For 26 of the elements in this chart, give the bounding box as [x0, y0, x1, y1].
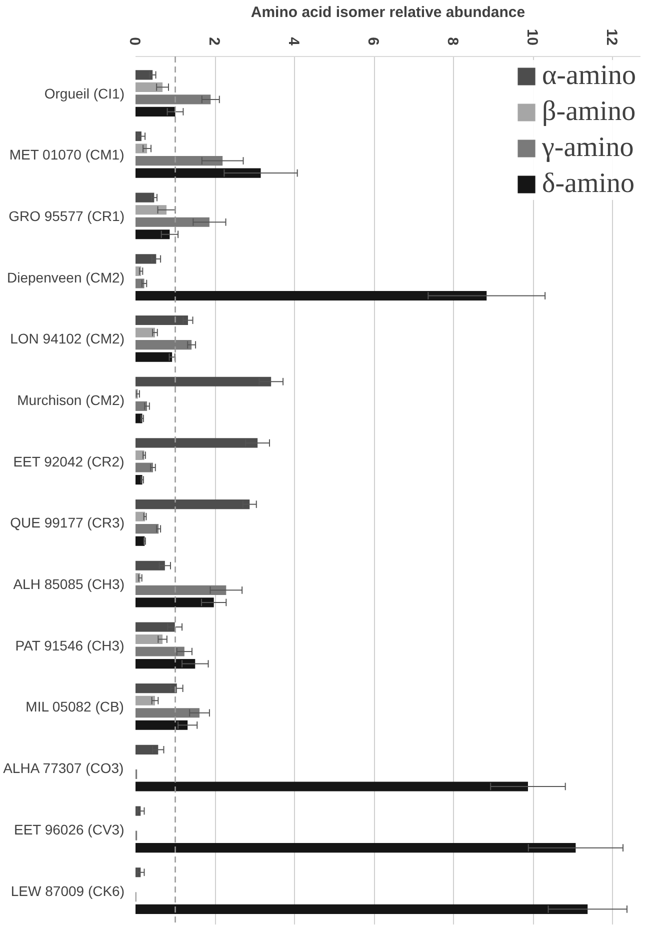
y-tick-label: Murchison (CM2) [17, 392, 125, 408]
x-tick-label: 0 [126, 37, 143, 46]
x-tick-label: 4 [285, 37, 302, 46]
y-tick-label: ALHA 77307 (CO3) [3, 760, 124, 776]
y-tick-label: Diepenveen (CM2) [7, 269, 125, 286]
y-tick-label: LEW 87009 (CK6) [10, 882, 125, 899]
x-tick-label: 8 [444, 37, 462, 46]
y-tick-label: GRO 95577 (CR1) [8, 208, 125, 224]
y-tick-label: EET 92042 (CR2) [13, 453, 124, 470]
x-tick-label: 10 [524, 28, 541, 46]
y-tick-label: LON 94102 (CM2) [10, 330, 125, 347]
y-tick-label: ALH 85085 (CH3) [13, 576, 125, 592]
y-tick-label: Orgueil (CI1) [44, 85, 125, 102]
y-tick-label: PAT 91546 (CH3) [15, 637, 124, 654]
legend-label: β-amino [542, 96, 636, 128]
x-tick-label: 12 [603, 28, 620, 46]
x-tick-label: 2 [206, 37, 223, 46]
legend-label: γ-amino [542, 132, 634, 164]
legend-label: δ-amino [542, 168, 635, 200]
y-tick-label: MET 01070 (CM1) [9, 146, 124, 163]
x-axis-title: Amino acid isomer relative abundance [250, 4, 526, 21]
y-tick-label: QUE 99177 (CR3) [10, 514, 125, 531]
y-tick-label: MIL 05082 (CB) [26, 698, 124, 715]
legend-label: α-amino [542, 60, 636, 92]
y-tick-label: EET 96026 (CV3) [14, 821, 124, 838]
x-tick-label: 6 [364, 37, 382, 46]
